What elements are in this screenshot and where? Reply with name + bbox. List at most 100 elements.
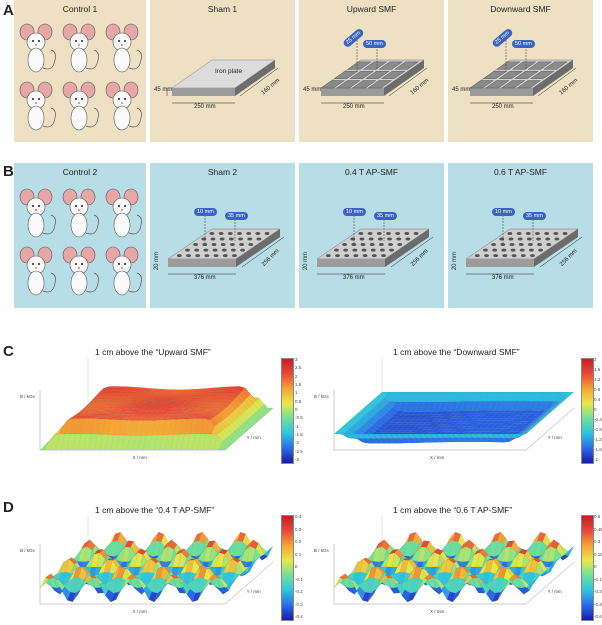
upward-pill-50: 50 mm — [363, 40, 386, 48]
upward-smf-cell: Upward SMF 25 mm 50 mm 45 mm 250 mm 160 … — [299, 0, 444, 142]
magnet-dot — [342, 243, 348, 247]
magnet-dot — [404, 231, 410, 235]
magnet-dot — [553, 231, 559, 235]
magnet-dot — [502, 254, 508, 258]
sham1-width-label: 250 mm — [194, 104, 216, 110]
magnet-dot — [228, 237, 234, 241]
magnet-block — [365, 70, 390, 79]
colorbar-d-left — [281, 515, 294, 621]
downward-magnet-array — [469, 40, 577, 104]
mouse-icon — [19, 23, 56, 73]
magnet-dot — [203, 248, 209, 252]
magnet-block — [367, 80, 393, 89]
magnet-dot — [221, 248, 227, 252]
magnet-dot — [212, 248, 218, 252]
ap-smf-06-cell: 0.6 T AP-SMF 10 mm 35 mm 20 mm 376 mm 25… — [448, 163, 593, 308]
colorbar-tick: -0.1 — [295, 576, 303, 582]
magnet-dot — [195, 254, 201, 258]
magnet-block — [485, 80, 510, 89]
ap-smf-06-plate — [465, 215, 583, 275]
magnet-dot — [554, 237, 560, 241]
ap04-width-label: 376 mm — [343, 275, 365, 281]
y-axis-label: Y / mm — [548, 435, 562, 440]
colorbar-tick: 0.3 — [295, 526, 302, 532]
colorbar-tick: 0 — [594, 564, 597, 569]
magnet-dot — [397, 243, 403, 247]
magnet-dot — [358, 231, 364, 235]
magnet-dot — [507, 231, 513, 235]
magnet-dot — [545, 237, 551, 241]
magnet-dot — [405, 237, 411, 241]
magnet-dot — [492, 248, 498, 252]
sham2-width-label: 376 mm — [194, 275, 216, 281]
colorbar-c-left-ticks: 3 2.5 2 1.5 1 0.5 0 -0.5 -1 -1.5 -2 -2.5 -3 — [295, 357, 309, 463]
ap06-width-label: 376 mm — [492, 275, 514, 281]
colorbar-tick: 0.3 — [594, 539, 601, 544]
magnet-dot — [229, 243, 235, 247]
colorbar-d-right-ticks: 0.6 0.45 0.3 0.15 0 -0.15 -0.3 -0.45 -0.6 — [594, 514, 602, 620]
magnet-block — [336, 80, 361, 89]
magnet-dot — [396, 237, 402, 241]
magnet-dot — [335, 254, 340, 258]
magnet-dot — [352, 248, 358, 252]
magnet-dot — [240, 248, 246, 252]
magnet-dot — [227, 231, 233, 235]
iron-plate-illustration — [166, 59, 279, 104]
mouse-icon — [19, 246, 56, 296]
magnet-dot — [343, 248, 349, 252]
magnet-dot — [510, 248, 516, 252]
magnet-block — [511, 61, 537, 70]
ap06-height-label: 20 mm — [452, 251, 459, 271]
sham-1-cell: Sham 1 Iron plate 45 mm 250 mm 160 mm — [150, 0, 295, 142]
colorbar-tick: -1 — [295, 423, 300, 429]
magnet-dot — [362, 254, 368, 258]
magnet-dot — [232, 254, 237, 258]
magnet-dot — [360, 243, 366, 247]
colorbar-tick: 1 — [295, 390, 298, 396]
magnet-dot — [222, 254, 228, 258]
colorbar-tick: 0.4 — [295, 514, 302, 519]
downward-height-label: 45 mm — [452, 87, 471, 93]
magnet-block — [349, 70, 374, 79]
sham1-height-label: 45 mm — [154, 87, 173, 93]
magnet-dot — [248, 243, 254, 247]
magnet-dot — [350, 237, 356, 241]
magnet-dot — [535, 231, 540, 235]
mouse-icon — [105, 81, 142, 131]
sham-2-plate — [167, 215, 285, 275]
control-2-cell: Control 2 — [14, 163, 146, 308]
magnet-dot — [231, 248, 236, 252]
sham2-pill-35: 35 mm — [225, 212, 248, 220]
magnet-dot — [369, 243, 375, 247]
magnet-block — [394, 61, 419, 70]
magnet-dot — [389, 248, 395, 252]
ap-smf-04-title: 0.4 T AP-SMF — [344, 167, 399, 177]
magnet-dot — [511, 254, 517, 258]
magnet-dot — [395, 231, 401, 235]
magnet-dot — [508, 237, 514, 241]
colorbar-tick: 0 — [295, 564, 298, 569]
magnet-block — [469, 80, 494, 89]
colorbar-tick: -0.8 — [594, 427, 602, 432]
panel-letter-d: D — [3, 499, 14, 516]
colorbar-tick: -0.4 — [594, 417, 602, 422]
magnet-dot — [474, 254, 480, 258]
magnet-block — [498, 70, 523, 79]
mouse-icon — [19, 188, 56, 238]
panel-letter-c: C — [3, 343, 14, 360]
magnet-dot — [219, 237, 225, 241]
magnet-block — [514, 70, 539, 79]
sham2-height-label: 20 mm — [154, 251, 161, 271]
magnet-dot — [201, 237, 207, 241]
magnet-dot — [204, 254, 210, 258]
colorbar-tick: -2 — [594, 457, 599, 462]
magnet-dot — [220, 243, 226, 247]
magnet-dot — [194, 248, 200, 252]
colorbar-tick: -0.3 — [594, 589, 602, 594]
magnet-block — [362, 61, 388, 70]
magnet-dot — [386, 231, 391, 235]
colorbar-tick: 0 — [295, 407, 298, 412]
magnet-dot — [359, 237, 365, 241]
sham2-pill-10: 10 mm — [194, 208, 217, 216]
magnet-block — [516, 80, 542, 89]
